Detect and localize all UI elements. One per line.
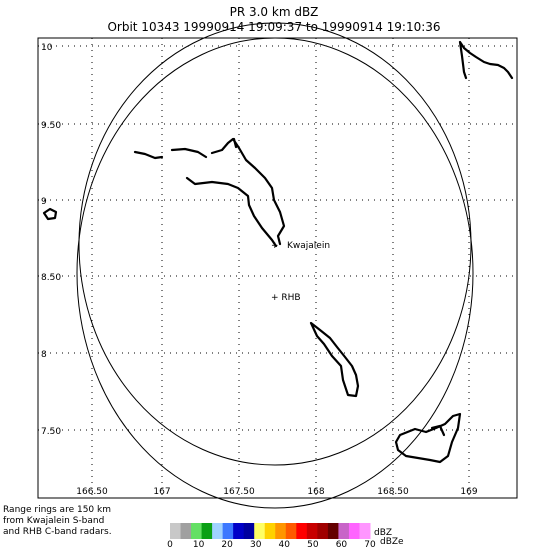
colorbar-swatch xyxy=(212,523,224,539)
range-rings-note: Range rings are 150 km from Kwajalein S-… xyxy=(3,505,112,538)
x-tick-label: 166.50 xyxy=(76,487,108,497)
note-line-2: from Kwajalein S-band xyxy=(3,516,105,526)
colorbar-tick-label: 40 xyxy=(279,540,291,548)
y-tick-label: 10 xyxy=(41,43,53,53)
x-tick-label: 167.50 xyxy=(223,487,255,497)
colorbar-swatch xyxy=(170,523,182,539)
x-tick-label: 168.50 xyxy=(377,487,409,497)
colorbar-tick-label: 50 xyxy=(307,540,319,548)
colorbar-swatch xyxy=(275,523,287,539)
colorbar-swatch xyxy=(201,523,213,539)
colorbar-tick-label: 0 xyxy=(167,540,173,548)
colorbar-swatch xyxy=(327,523,339,539)
jabwot-ailinglaplap-coast xyxy=(394,412,462,464)
x-tick-label: 167 xyxy=(153,487,170,497)
kwajalein-label: Kwajalein xyxy=(287,241,330,251)
colorbar-swatch xyxy=(191,523,203,539)
namu-atoll-coast xyxy=(309,321,360,398)
y-tick-label: 8.50 xyxy=(41,273,61,283)
colorbar-swatch xyxy=(317,523,329,539)
colorbar-swatch xyxy=(180,523,192,539)
wotho-atoll-coast xyxy=(42,207,58,221)
colorbar-unit-dbz: dBZ xyxy=(374,528,392,538)
colorbar-swatch xyxy=(306,523,318,539)
colorbar-swatch xyxy=(264,523,276,539)
coastlines xyxy=(42,40,514,464)
dbz-colorbar: 0 10 20 30 40 50 60 70 xyxy=(167,523,376,548)
colorbar-swatch xyxy=(338,523,350,539)
graticule xyxy=(38,38,517,498)
colorbar-tick-label: 60 xyxy=(336,540,348,548)
colorbar-swatch xyxy=(243,523,255,539)
y-tick-label: 7.50 xyxy=(41,427,61,437)
kwajalein-atoll-coast xyxy=(133,137,286,248)
orbit-subtitle: Orbit 10343 19990914 19:09:37 to 1999091… xyxy=(107,20,441,34)
kwajalein-marker: + Kwajalein xyxy=(271,241,330,251)
note-line-3: and RHB C-band radars. xyxy=(3,527,112,537)
x-tick-label: 168 xyxy=(307,487,324,497)
y-tick-label: 9 xyxy=(41,197,47,207)
rhb-label: + RHB xyxy=(271,293,301,303)
colorbar-tick-label: 20 xyxy=(221,540,233,548)
kwajalein-range-ring xyxy=(78,22,472,466)
axis-tick-labels: 166.50 167 167.50 168 168.50 169 10 9.50 9 8.50 8 7… xyxy=(41,43,478,497)
y-tick-label: 8 xyxy=(41,350,47,360)
colorbar-swatch xyxy=(285,523,297,539)
colorbar-tick-label: 70 xyxy=(364,540,376,548)
x-tick-label: 169 xyxy=(460,487,477,497)
colorbar-tick-label: 10 xyxy=(193,540,205,548)
colorbar-swatch xyxy=(222,523,234,539)
colorbar-swatch xyxy=(348,523,360,539)
colorbar-swatch xyxy=(296,523,308,539)
bikini-atoll-coast xyxy=(458,40,514,80)
kwajalein-plus-marker: + xyxy=(271,241,279,251)
rhb-range-ring xyxy=(76,37,474,509)
colorbar-swatch xyxy=(359,523,371,539)
map-title: PR 3.0 km dBZ xyxy=(229,5,319,19)
note-line-1: Range rings are 150 km xyxy=(3,505,111,515)
colorbar-swatch xyxy=(233,523,245,539)
range-rings xyxy=(76,22,474,509)
map-frame xyxy=(37,37,518,499)
y-tick-label: 9.50 xyxy=(41,121,61,131)
colorbar-unit-dbze: dBZe xyxy=(380,537,404,547)
colorbar-swatch xyxy=(254,523,266,539)
colorbar-tick-label: 30 xyxy=(250,540,262,548)
